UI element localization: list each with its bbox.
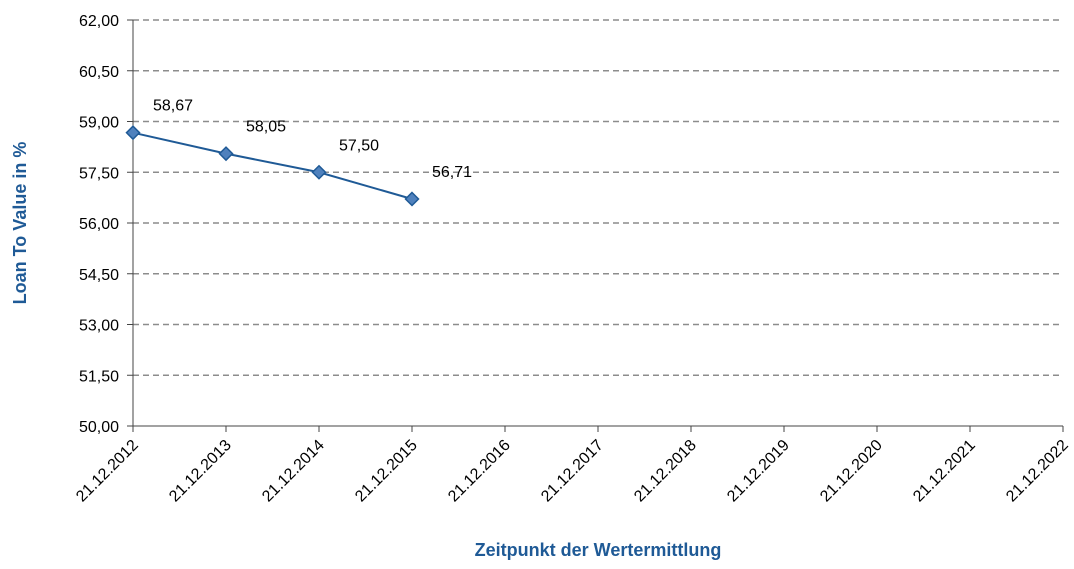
- data-label: 58,67: [153, 98, 193, 115]
- x-tick-label: 21.12.2017: [538, 437, 607, 506]
- y-tick-label: 59,00: [79, 115, 119, 132]
- y-axis-title: Loan To Value in %: [10, 142, 30, 305]
- y-tick-label: 56,00: [79, 216, 119, 233]
- x-tick-label: 21.12.2016: [445, 437, 514, 506]
- x-tick-label: 21.12.2019: [724, 437, 793, 506]
- x-tick-label: 21.12.2018: [631, 437, 700, 506]
- x-tick-label: 21.12.2022: [1003, 437, 1072, 506]
- x-tick-label: 21.12.2013: [166, 437, 235, 506]
- data-label: 57,50: [339, 137, 379, 154]
- x-tick-label: 21.12.2021: [910, 437, 979, 506]
- x-tick-label: 21.12.2020: [817, 437, 886, 506]
- y-tick-label: 60,50: [79, 64, 119, 81]
- x-tick-label: 21.12.2012: [73, 437, 142, 506]
- y-tick-label: 53,00: [79, 318, 119, 335]
- marker: [125, 125, 141, 141]
- data-label: 58,05: [246, 119, 286, 136]
- x-tick-label: 21.12.2014: [259, 437, 328, 506]
- x-axis-title: Zeitpunkt der Wertermittlung: [475, 540, 722, 560]
- y-tick-label: 50,00: [79, 419, 119, 436]
- marker: [311, 164, 327, 180]
- marker: [404, 191, 420, 207]
- y-tick-label: 57,50: [79, 165, 119, 182]
- line: [132, 131, 413, 200]
- data-label: 56,71: [432, 164, 472, 181]
- marker: [218, 146, 234, 162]
- y-tick-label: 62,00: [79, 13, 119, 30]
- y-tick-label: 54,50: [79, 267, 119, 284]
- y-tick-label: 51,50: [79, 368, 119, 385]
- x-tick-label: 21.12.2015: [352, 437, 421, 506]
